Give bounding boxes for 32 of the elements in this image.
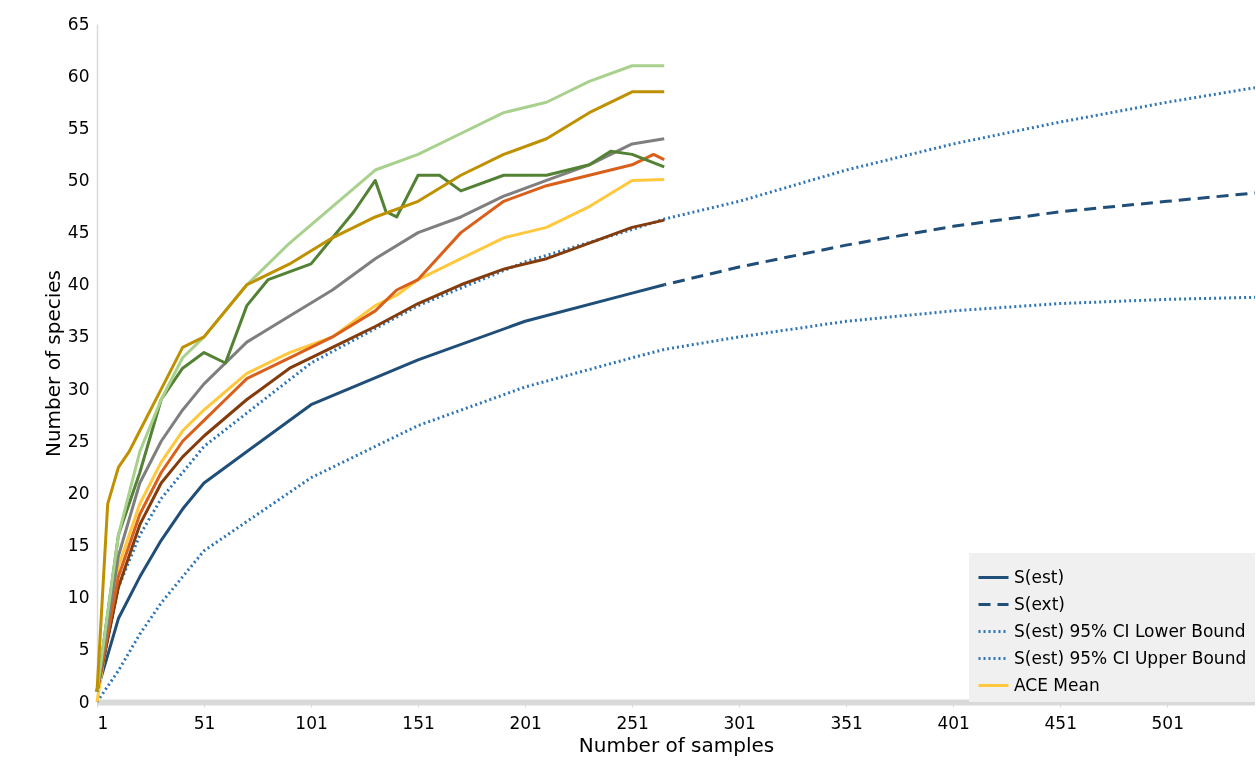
x-tick-label: 1 [97, 712, 109, 733]
y-tick-label: 55 [67, 117, 90, 138]
y-tick-label: 60 [67, 65, 90, 86]
y-tick-label: 35 [67, 326, 90, 347]
legend-label: S(est) [1014, 566, 1065, 587]
x-tick-label: 501 [1151, 712, 1184, 733]
legend-label: S(est) 95% CI Upper Bound [1014, 647, 1247, 668]
y-tick-label: 10 [67, 587, 90, 608]
x-tick-label: 301 [723, 712, 756, 733]
y-tick-label: 15 [67, 535, 90, 556]
x-tick-label: 51 [193, 712, 216, 733]
x-axis-title: Number of samples [578, 732, 775, 757]
legend-label: ACE Mean [1014, 674, 1100, 695]
y-tick-label: 0 [78, 691, 90, 712]
y-tick-label: 25 [67, 430, 90, 451]
y-tick-label: 20 [67, 482, 90, 503]
x-tick-label: 351 [830, 712, 863, 733]
x-tick-label: 401 [937, 712, 970, 733]
x-tick-label: 101 [295, 712, 328, 733]
y-tick-label: 30 [67, 378, 90, 399]
x-tick-label: 151 [402, 712, 435, 733]
y-axis-title: Number of species [40, 269, 65, 458]
x-tick-label: 451 [1044, 712, 1077, 733]
y-tick-label: 45 [67, 222, 90, 243]
legend-label: S(ext) [1014, 593, 1065, 614]
x-tick-label: 251 [616, 712, 649, 733]
y-tick-label: 5 [78, 639, 90, 660]
x-tick-label: 201 [509, 712, 542, 733]
y-tick-label: 65 [67, 13, 90, 34]
y-tick-label: 40 [67, 274, 90, 295]
y-tick-label: 50 [67, 169, 90, 190]
legend-label: S(est) 95% CI Lower Bound [1014, 620, 1246, 641]
